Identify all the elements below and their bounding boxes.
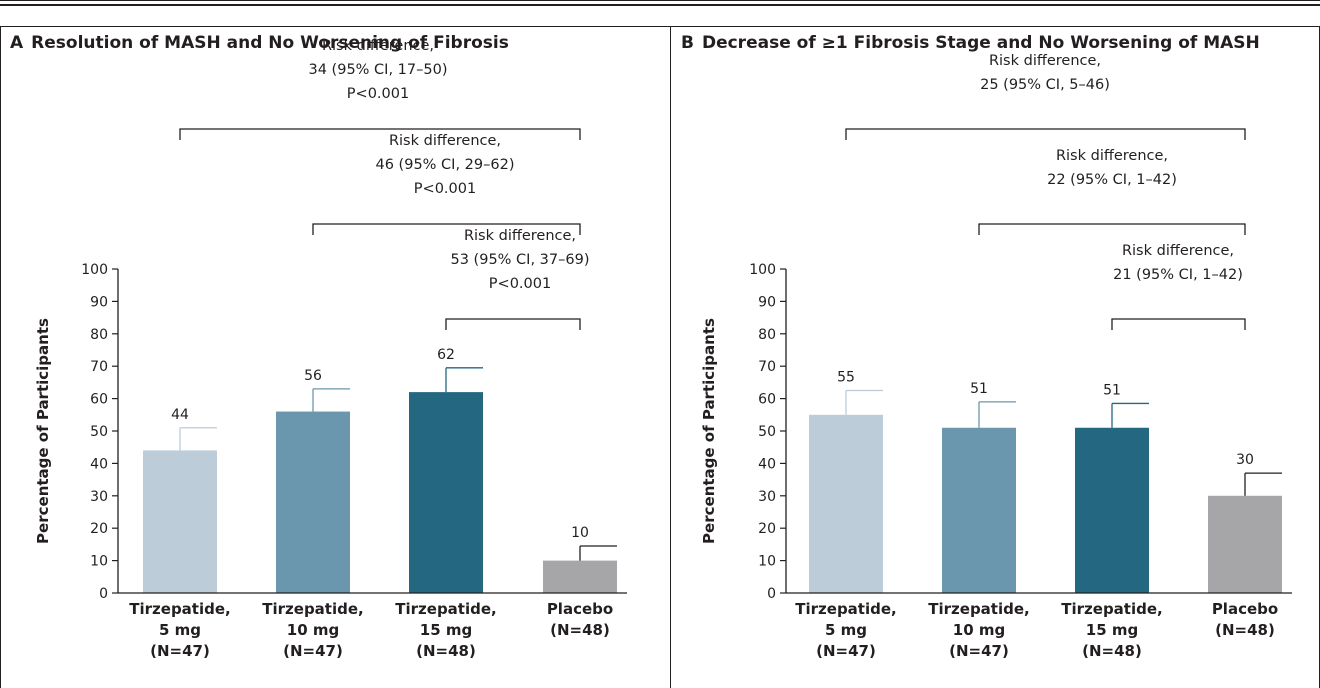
panel-b-title-text: Decrease of ≥1 Fibrosis Stage and No Wor… <box>701 33 1260 53</box>
panel-b-y-tick-label: 50 <box>758 424 776 440</box>
panel-a-category-label: (N=47) <box>283 642 343 660</box>
panel-b-comparison-label: Risk difference, <box>989 53 1101 69</box>
panel-a-comparison-label: 34 (95% CI, 17–50) <box>309 62 448 78</box>
panel-b-y-tick-label: 20 <box>758 521 776 537</box>
panel-b-comparison-bracket <box>845 128 1246 140</box>
panel-b-category-label: (N=47) <box>949 642 1009 660</box>
panel-a-y-tick-label: 20 <box>90 521 108 537</box>
panel-b-y-tick-label: 80 <box>758 327 776 343</box>
panel-a-category-label: (N=48) <box>550 621 610 639</box>
panel-a-comparison-label: P<0.001 <box>347 86 409 102</box>
panel-b-bar <box>1075 427 1149 593</box>
panel-a-bar <box>409 392 483 593</box>
panel-a-bar <box>276 411 350 593</box>
panel-b-bar <box>942 427 1016 593</box>
panel-b-value-label: 30 <box>1236 452 1254 468</box>
panel-b-bar <box>1208 495 1282 593</box>
panel-b-comparison-label: 21 (95% CI, 1–42) <box>1113 267 1243 283</box>
panel-a-y-tick-label: 60 <box>90 392 108 408</box>
panel-b-comparison-label: Risk difference, <box>1122 243 1234 259</box>
panel-b-category-label: Tirzepatide, <box>1061 600 1162 618</box>
panel-b-category-label: Placebo <box>1212 600 1278 618</box>
panel-a-category-label: 5 mg <box>159 621 201 639</box>
panel-a-value-label: 10 <box>571 525 589 541</box>
panel-a-comparison-label: Risk difference, <box>322 38 434 54</box>
panel-a-y-tick-label: 30 <box>90 489 108 505</box>
panel-b-y-tick-label: 0 <box>767 586 776 602</box>
panel-a-y-tick-label: 40 <box>90 456 108 472</box>
panel-a-comparison-label: 46 (95% CI, 29–62) <box>376 157 515 173</box>
panel-b-category-label: Tirzepatide, <box>795 600 896 618</box>
panel-b-comparison-label: 25 (95% CI, 5–46) <box>980 77 1110 93</box>
panel-a-y-tick-label: 0 <box>99 586 108 602</box>
panel-b-y-tick-label: 10 <box>758 554 776 570</box>
top-rule <box>0 0 1320 1</box>
panel-a-comparison-label: Risk difference, <box>464 228 576 244</box>
panel-a-comparison-label: P<0.001 <box>489 276 551 292</box>
panel-a-y-tick-label: 70 <box>90 359 108 375</box>
panel-b-category-label: Tirzepatide, <box>928 600 1029 618</box>
panel-b-category-label: (N=47) <box>816 642 876 660</box>
panel-a-y-tick-label: 90 <box>90 294 108 310</box>
panel-b-category-label: 10 mg <box>953 621 1005 639</box>
panel-b-y-tick-label: 100 <box>749 262 776 278</box>
panel-a-category-label: (N=48) <box>416 642 476 660</box>
panel-a-y-tick-label: 100 <box>81 262 108 278</box>
panel-b-y-tick-label: 30 <box>758 489 776 505</box>
panel-a-letter: A <box>10 33 24 53</box>
panel-b-value-label: 51 <box>970 381 988 397</box>
panel-a-category-label: Placebo <box>547 600 613 618</box>
panel-b-bar <box>809 414 883 593</box>
panel-b-category-label: (N=48) <box>1215 621 1275 639</box>
panel-a-category-label: Tirzepatide, <box>262 600 363 618</box>
panel-a-category-label: (N=47) <box>150 642 210 660</box>
panel-a-category-label: 10 mg <box>287 621 339 639</box>
panel-b-category-label: (N=48) <box>1082 642 1142 660</box>
panel-b-comparison-label: 22 (95% CI, 1–42) <box>1047 172 1177 188</box>
panel-b-y-tick-label: 90 <box>758 294 776 310</box>
panel-b-comparison-bracket <box>978 223 1246 235</box>
panel-a-bar <box>143 450 217 593</box>
panel-a-y-tick-label: 50 <box>90 424 108 440</box>
panel-a-comparison-label: P<0.001 <box>414 181 476 197</box>
panel-a-category-label: Tirzepatide, <box>395 600 496 618</box>
panel-a-bar <box>543 560 617 593</box>
panel-b-title: B Decrease of ≥1 Fibrosis Stage and No Wo… <box>681 33 1260 53</box>
panel-b-y-axis-label: Percentage of Participants <box>700 318 718 544</box>
panel-a-comparison-bracket <box>312 223 581 235</box>
panel-a-title-text: Resolution of MASH and No Worsening of F… <box>31 33 509 53</box>
top-rule-thick <box>0 4 1320 6</box>
panel-a-y-tick-label: 10 <box>90 554 108 570</box>
panel-b-comparison-bracket <box>1111 318 1246 330</box>
panel-a-value-label: 56 <box>304 368 322 384</box>
panel-a-category-label: 15 mg <box>420 621 472 639</box>
panel-a-value-label: 44 <box>171 407 189 423</box>
panel-b-comparison-label: Risk difference, <box>1056 148 1168 164</box>
panel-a-category-label: Tirzepatide, <box>129 600 230 618</box>
panel-a-title: A Resolution of MASH and No Worsening of … <box>10 33 509 53</box>
panel-b-letter: B <box>681 33 694 53</box>
panel-b-y-tick-label: 60 <box>758 392 776 408</box>
panel-a-comparison-label: 53 (95% CI, 37–69) <box>451 252 590 268</box>
panel-b-y-tick-label: 40 <box>758 456 776 472</box>
panel-b-category-label: 15 mg <box>1086 621 1138 639</box>
panel-a-value-label: 62 <box>437 347 455 363</box>
panel-b-category-label: 5 mg <box>825 621 867 639</box>
panel-a-comparison-bracket <box>179 128 581 140</box>
panel-b-value-label: 55 <box>837 370 855 386</box>
panel-b-y-tick-label: 70 <box>758 359 776 375</box>
panel-b-value-label: 51 <box>1103 382 1121 398</box>
panel-a-y-axis-label: Percentage of Participants <box>34 318 52 544</box>
panel-a-y-tick-label: 80 <box>90 327 108 343</box>
panel-a-comparison-label: Risk difference, <box>389 133 501 149</box>
panel-a-comparison-bracket <box>445 318 581 330</box>
